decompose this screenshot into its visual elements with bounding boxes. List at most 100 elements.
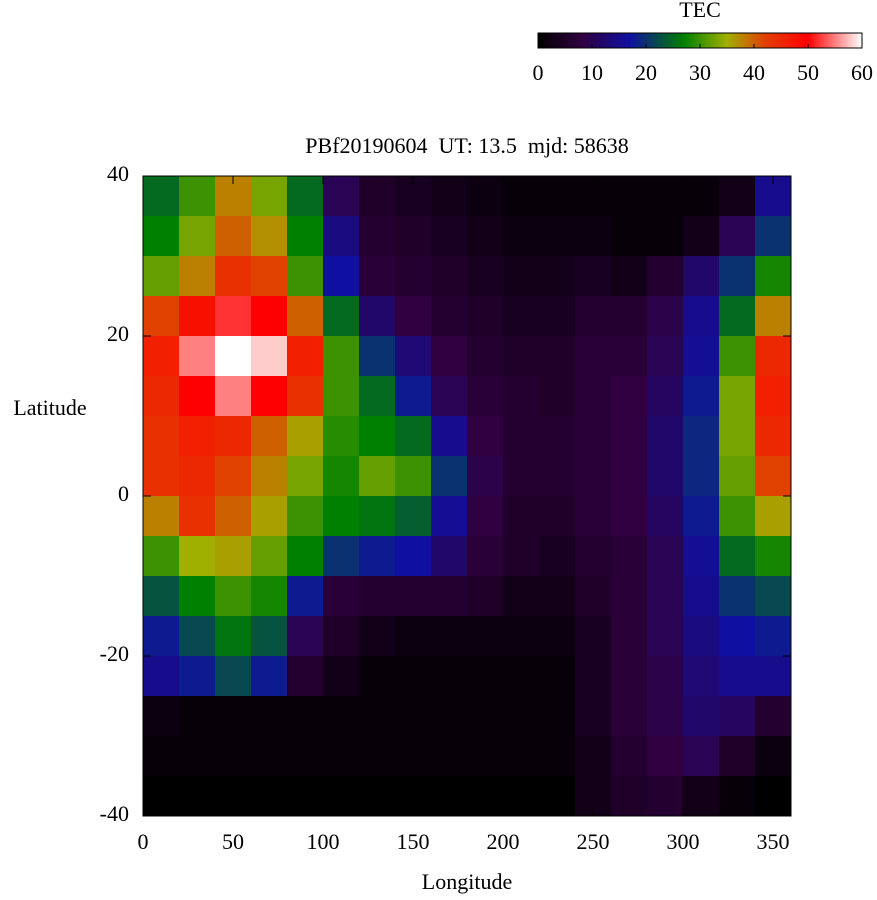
- heat-cell: [359, 616, 396, 657]
- heat-cell: [539, 616, 576, 657]
- heat-cell: [143, 216, 180, 257]
- heat-cell: [719, 496, 756, 537]
- heat-cell: [395, 496, 432, 537]
- heat-cell: [683, 456, 720, 497]
- heat-cell: [647, 376, 684, 417]
- y-tick-label: 40: [107, 161, 129, 186]
- heat-cell: [539, 736, 576, 777]
- heat-cell: [611, 336, 648, 377]
- heat-cell: [395, 296, 432, 337]
- heat-cell: [683, 496, 720, 537]
- heat-cell: [179, 536, 216, 577]
- heat-cell: [611, 216, 648, 257]
- heat-cell: [431, 256, 468, 297]
- heat-cell: [575, 296, 612, 337]
- heat-cell: [683, 536, 720, 577]
- heat-cell: [503, 696, 540, 737]
- heat-cell: [359, 496, 396, 537]
- heat-cell: [395, 216, 432, 257]
- heat-cell: [215, 536, 252, 577]
- heat-cell: [143, 656, 180, 697]
- heat-cell: [647, 536, 684, 577]
- heat-cell: [215, 296, 252, 337]
- heat-cell: [395, 416, 432, 457]
- heat-cell: [683, 376, 720, 417]
- heat-cell: [683, 576, 720, 617]
- heat-cell: [251, 456, 288, 497]
- heat-cell: [683, 176, 720, 217]
- heat-cell: [467, 376, 504, 417]
- heat-cell: [647, 576, 684, 617]
- heat-cell: [323, 736, 360, 777]
- heat-cell: [503, 776, 540, 817]
- heat-cell: [251, 496, 288, 537]
- heat-cell: [431, 776, 468, 817]
- heat-cell: [251, 656, 288, 697]
- chart-title: PBf20190604 UT: 13.5 mjd: 58638: [305, 133, 628, 158]
- heat-cell: [251, 776, 288, 817]
- heat-cell: [179, 496, 216, 537]
- colorbar-tick-label: 50: [797, 60, 819, 85]
- heat-cell: [611, 376, 648, 417]
- heat-cell: [719, 296, 756, 337]
- heat-cell: [359, 296, 396, 337]
- heat-cell: [719, 536, 756, 577]
- heat-cell: [755, 336, 792, 377]
- heat-cell: [395, 696, 432, 737]
- heat-cell: [611, 256, 648, 297]
- heat-cell: [323, 416, 360, 457]
- heat-cell: [431, 656, 468, 697]
- heat-cell: [215, 216, 252, 257]
- heat-cell: [683, 696, 720, 737]
- heat-cell: [323, 376, 360, 417]
- heat-cell: [575, 536, 612, 577]
- heat-cell: [251, 376, 288, 417]
- heat-cell: [323, 576, 360, 617]
- heat-cell: [251, 416, 288, 457]
- heat-cell: [179, 176, 216, 217]
- heat-cell: [575, 496, 612, 537]
- heat-cell: [395, 336, 432, 377]
- heat-cell: [503, 216, 540, 257]
- heat-cell: [539, 296, 576, 337]
- heat-cell: [251, 616, 288, 657]
- heat-cell: [683, 776, 720, 817]
- heat-cell: [503, 256, 540, 297]
- heat-cell: [575, 576, 612, 617]
- x-tick-label: 200: [487, 829, 520, 854]
- heat-cell: [467, 336, 504, 377]
- heat-cell: [611, 496, 648, 537]
- y-tick-label: -40: [100, 801, 129, 826]
- heat-cell: [611, 736, 648, 777]
- heat-cell: [323, 296, 360, 337]
- heat-cell: [323, 656, 360, 697]
- x-tick-label: 0: [138, 829, 149, 854]
- heat-cell: [287, 696, 324, 737]
- heat-cell: [467, 656, 504, 697]
- heat-cell: [683, 416, 720, 457]
- heat-cell: [755, 576, 792, 617]
- heat-cell: [719, 176, 756, 217]
- heat-cell: [143, 736, 180, 777]
- x-tick-label: 150: [397, 829, 430, 854]
- x-tick-label: 100: [307, 829, 340, 854]
- heat-cell: [611, 416, 648, 457]
- heat-cell: [359, 456, 396, 497]
- heat-cell: [323, 256, 360, 297]
- heat-cell: [359, 536, 396, 577]
- colorbar-title: TEC: [679, 0, 721, 22]
- heat-cell: [143, 616, 180, 657]
- heat-cell: [215, 256, 252, 297]
- heat-cell: [287, 616, 324, 657]
- heat-cell: [179, 616, 216, 657]
- heat-cell: [647, 616, 684, 657]
- heat-cell: [359, 576, 396, 617]
- heat-cell: [539, 696, 576, 737]
- heat-cell: [575, 376, 612, 417]
- heat-cell: [467, 496, 504, 537]
- heat-cell: [251, 216, 288, 257]
- heat-cell: [431, 216, 468, 257]
- heat-cell: [719, 456, 756, 497]
- heat-cell: [575, 416, 612, 457]
- heat-cell: [359, 376, 396, 417]
